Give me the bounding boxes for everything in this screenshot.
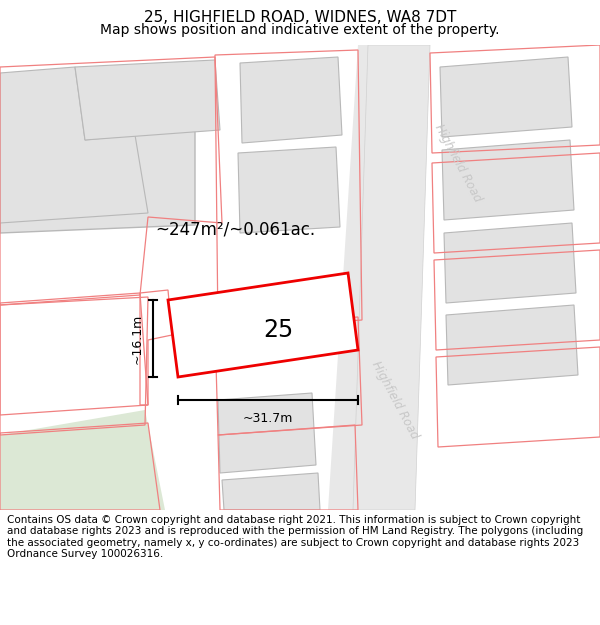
Text: 25: 25 bbox=[263, 318, 293, 342]
Polygon shape bbox=[0, 90, 120, 220]
Text: Map shows position and indicative extent of the property.: Map shows position and indicative extent… bbox=[100, 23, 500, 37]
Text: ~31.7m: ~31.7m bbox=[243, 411, 293, 424]
Polygon shape bbox=[238, 147, 340, 233]
Text: Contains OS data © Crown copyright and database right 2021. This information is : Contains OS data © Crown copyright and d… bbox=[7, 514, 583, 559]
Text: ~16.1m: ~16.1m bbox=[131, 313, 143, 364]
Polygon shape bbox=[218, 393, 316, 473]
Polygon shape bbox=[222, 473, 320, 510]
Text: Highfield Road: Highfield Road bbox=[369, 359, 421, 441]
Polygon shape bbox=[442, 140, 574, 220]
Polygon shape bbox=[0, 67, 148, 223]
Polygon shape bbox=[444, 223, 576, 303]
Polygon shape bbox=[168, 273, 358, 377]
Text: 25, HIGHFIELD ROAD, WIDNES, WA8 7DT: 25, HIGHFIELD ROAD, WIDNES, WA8 7DT bbox=[144, 10, 456, 25]
Text: Highfield Road: Highfield Road bbox=[432, 122, 484, 204]
Polygon shape bbox=[446, 305, 578, 385]
Polygon shape bbox=[0, 87, 195, 233]
Polygon shape bbox=[75, 60, 220, 140]
Polygon shape bbox=[353, 45, 430, 510]
Text: ~247m²/~0.061ac.: ~247m²/~0.061ac. bbox=[155, 221, 315, 239]
Polygon shape bbox=[440, 57, 572, 137]
Polygon shape bbox=[328, 45, 420, 510]
Polygon shape bbox=[0, 410, 165, 510]
Polygon shape bbox=[240, 57, 342, 143]
